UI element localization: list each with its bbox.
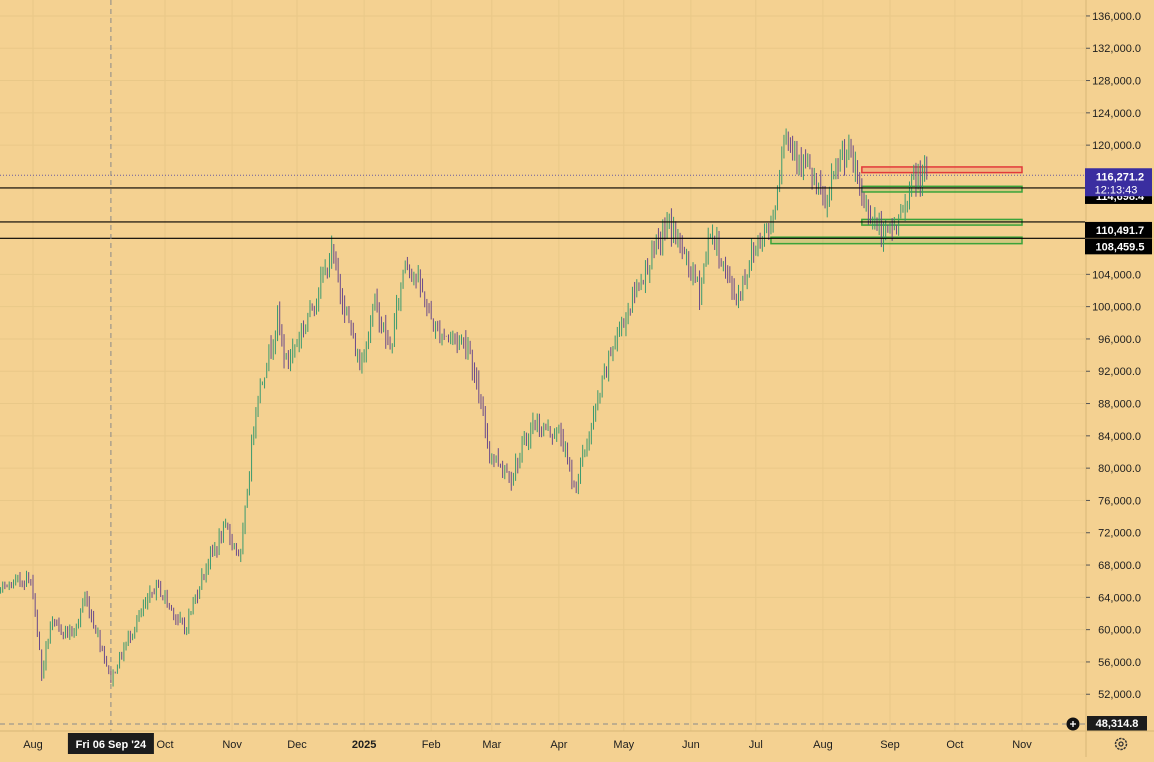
candles: [0, 128, 928, 687]
price-tick-label: 76,000.0: [1098, 495, 1141, 507]
time-tick-label: May: [613, 739, 634, 751]
price-tick-label: 136,000.0: [1092, 11, 1141, 23]
time-tick-label: Jun: [682, 739, 700, 751]
price-tick-label: 68,000.0: [1098, 560, 1141, 572]
time-tick-label: Jul: [749, 739, 763, 751]
price-tick-label: 120,000.0: [1092, 140, 1141, 152]
price-tick-label: 132,000.0: [1092, 43, 1141, 55]
time-tick-label: Oct: [946, 739, 963, 751]
time-tick-label: Aug: [23, 739, 43, 751]
time-tick-label: Nov: [222, 739, 242, 751]
level-price-label: 110,491.7: [1096, 225, 1144, 237]
countdown-label: 12:13:43: [1095, 184, 1138, 196]
last-price-badge: [1085, 168, 1152, 197]
level-price-label: 108,459.5: [1096, 241, 1145, 253]
settings-gear-outer: [1114, 737, 1128, 751]
settings-gear-inner: [1118, 741, 1124, 747]
price-tick-label: 80,000.0: [1098, 463, 1141, 475]
time-tick-label: Oct: [156, 739, 173, 751]
time-tick-label: Aug: [813, 739, 833, 751]
grid-lines: [0, 0, 1085, 731]
price-tick-label: 124,000.0: [1092, 108, 1141, 120]
last-price-label: 116,271.2: [1096, 171, 1144, 183]
price-tick-label: 84,000.0: [1098, 431, 1141, 443]
time-tick-label: Apr: [550, 739, 567, 751]
crosshair-price-badge: [1087, 716, 1147, 731]
time-tick-label: 2025: [352, 739, 376, 751]
price-tick-label: 52,000.0: [1098, 689, 1141, 701]
add-alert-icon[interactable]: [1066, 717, 1080, 731]
level-lines: [0, 174, 1085, 239]
time-tick-label: Nov: [1012, 739, 1032, 751]
crosshair-date-badge: [67, 733, 154, 754]
price-tick-label: 88,000.0: [1098, 399, 1141, 411]
price-tick-label: 128,000.0: [1092, 76, 1141, 88]
price-tick-label: 92,000.0: [1098, 366, 1141, 378]
price-tick-label: 104,000.0: [1092, 269, 1141, 281]
time-tick-label: Feb: [422, 739, 441, 751]
support-zone: [861, 185, 1023, 193]
add-alert-icon-glyph: [1070, 721, 1076, 727]
crosshair-date-label: Fri 06 Sep '24: [76, 739, 147, 751]
time-tick-label: Dec: [287, 739, 307, 751]
price-tick-label: 56,000.0: [1098, 657, 1141, 669]
settings-gear-icon[interactable]: [1114, 737, 1128, 751]
level-price-badge: [1085, 221, 1152, 238]
price-axis: 52,000.0 56,000.0 60,000.0 64,000.0 68,000.0…: [1085, 11, 1152, 731]
support-zone: [770, 236, 1023, 245]
crosshair-price-label: 48,314.8: [1096, 718, 1139, 730]
price-tick-label: 96,000.0: [1098, 334, 1141, 346]
price-tick-label: 72,000.0: [1098, 528, 1141, 540]
price-tick-label: 64,000.0: [1098, 592, 1141, 604]
price-tick-label: 60,000.0: [1098, 625, 1141, 637]
time-axis: Aug Oct Nov Dec 2025 Feb Mar Apr May Jun Jul Aug Sep…: [23, 733, 1032, 754]
time-tick-label: Sep: [880, 739, 900, 751]
resistance-zone: [861, 166, 1023, 174]
time-tick-label: Mar: [482, 739, 501, 751]
price-tick-label: 100,000.0: [1092, 302, 1141, 314]
level-price-badge: [1085, 238, 1152, 255]
